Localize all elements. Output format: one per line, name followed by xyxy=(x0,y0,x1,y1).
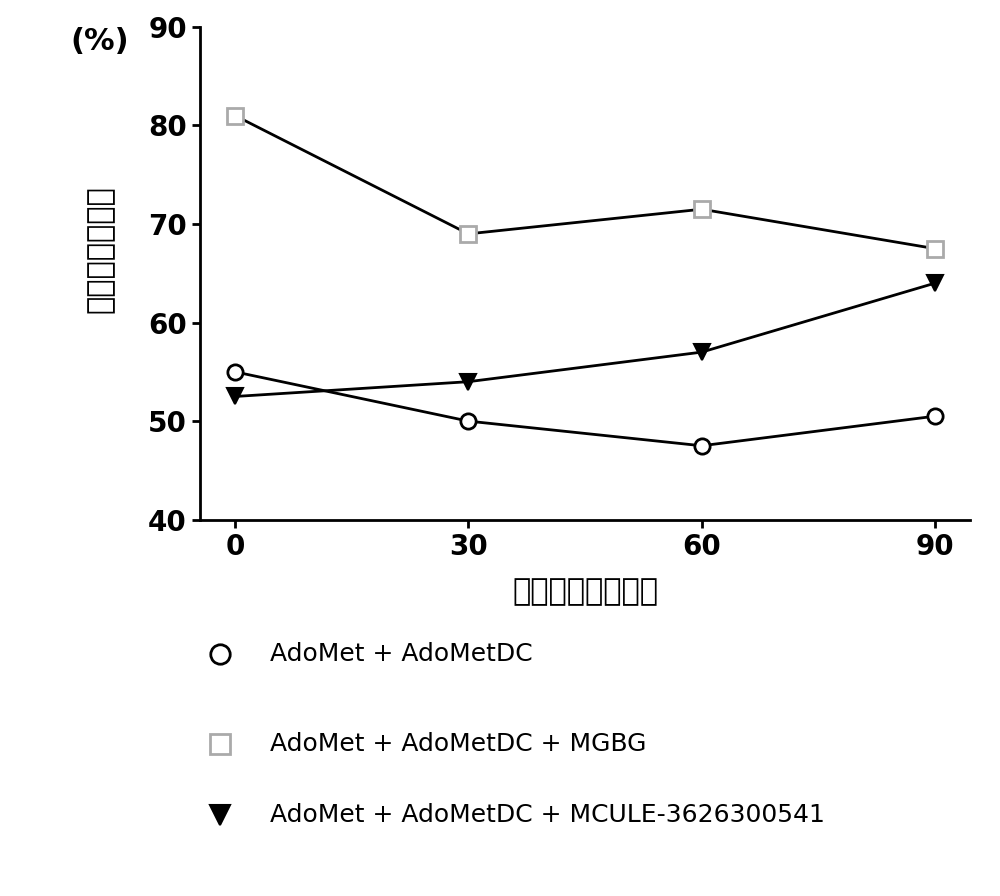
Text: (%): (%) xyxy=(71,27,129,56)
Text: AdoMet + AdoMetDC: AdoMet + AdoMetDC xyxy=(270,642,533,666)
Text: AdoMet + AdoMetDC + MCULE-3626300541: AdoMet + AdoMetDC + MCULE-3626300541 xyxy=(270,804,825,827)
Text: 底物残余百分比: 底物残余百分比 xyxy=(85,185,114,313)
X-axis label: 孵育时间（分钟）: 孵育时间（分钟） xyxy=(512,578,658,607)
Text: AdoMet + AdoMetDC + MGBG: AdoMet + AdoMetDC + MGBG xyxy=(270,732,646,755)
